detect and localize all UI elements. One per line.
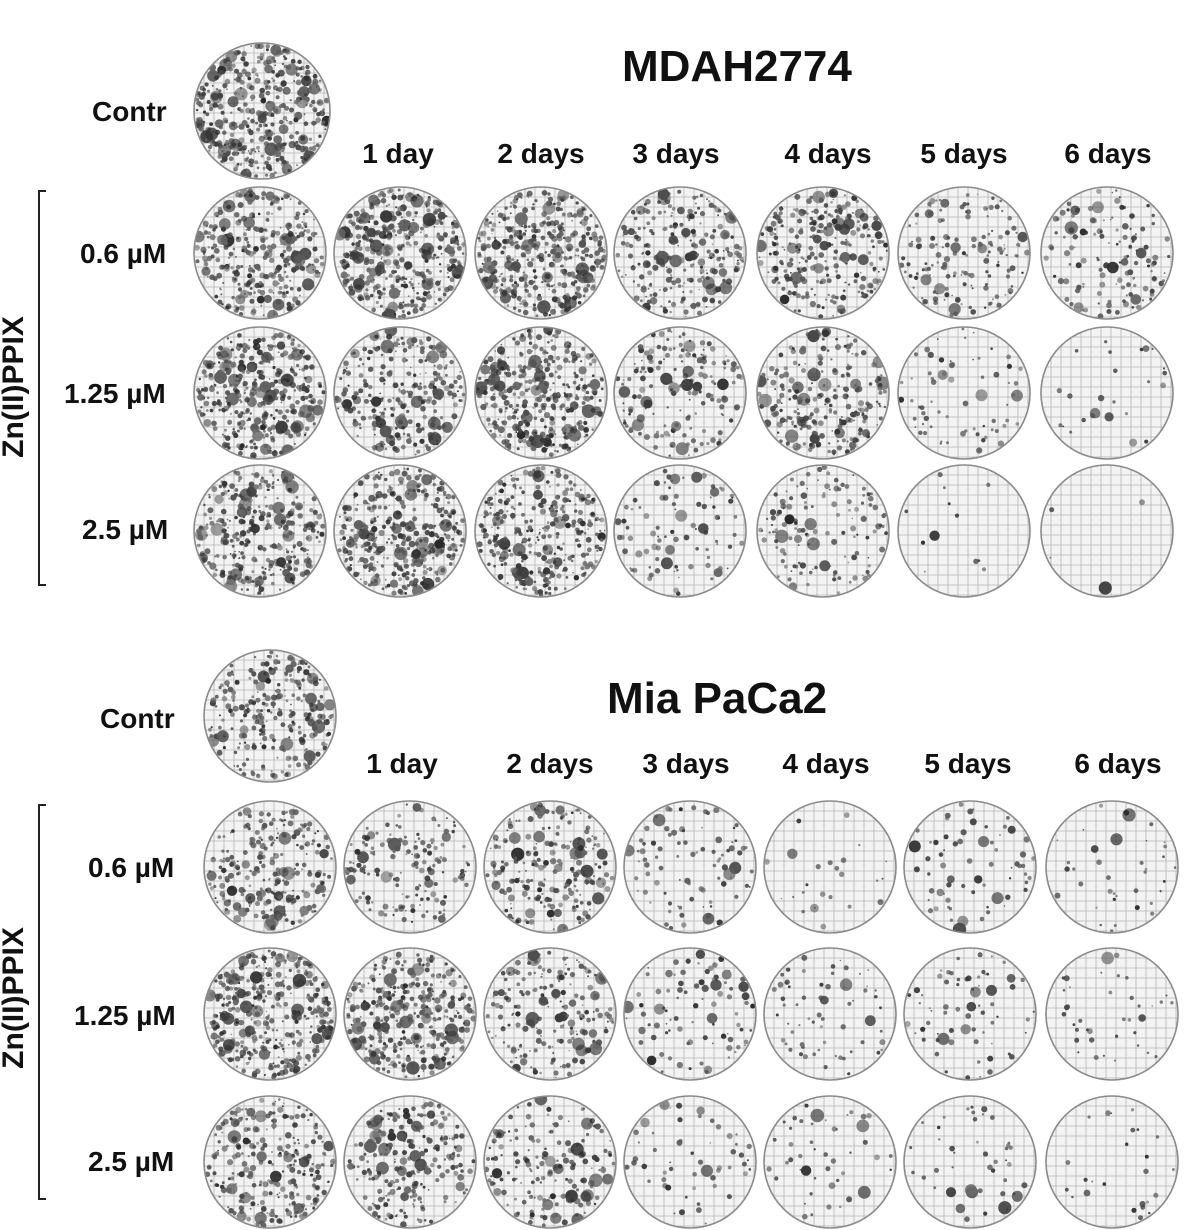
row-label-2: 1.25 µM xyxy=(64,378,166,410)
column-label-2: 2 days xyxy=(497,138,584,170)
culture-dish xyxy=(902,799,1038,935)
panel-title: Mia PaCa2 xyxy=(607,674,827,724)
culture-dish xyxy=(202,946,338,1082)
control-label: Contr xyxy=(92,96,167,128)
culture-dish xyxy=(762,946,898,1082)
culture-dish xyxy=(473,463,609,599)
culture-dish xyxy=(612,325,748,461)
culture-dish xyxy=(755,325,891,461)
concentration-axis-label: Zn(II)PPIX xyxy=(0,316,31,458)
row-label-1: 0.6 µM xyxy=(88,852,174,884)
culture-dish xyxy=(342,799,478,935)
culture-dish xyxy=(1044,799,1180,935)
culture-dish xyxy=(192,325,328,461)
concentration-bracket xyxy=(38,804,46,1200)
control-label: Contr xyxy=(100,703,175,735)
concentration-bracket xyxy=(38,190,46,586)
column-label-3: 3 days xyxy=(632,138,719,170)
culture-dish xyxy=(896,185,1032,321)
column-label-4: 4 days xyxy=(784,138,871,170)
culture-dish xyxy=(762,1094,898,1230)
culture-dish xyxy=(1039,463,1175,599)
culture-dish xyxy=(342,946,478,1082)
control-dish xyxy=(202,648,338,784)
culture-dish xyxy=(612,463,748,599)
culture-dish xyxy=(622,946,758,1082)
column-label-1: 1 day xyxy=(362,138,434,170)
culture-dish xyxy=(332,463,468,599)
culture-dish xyxy=(192,185,328,321)
culture-dish xyxy=(902,946,1038,1082)
culture-dish xyxy=(622,1094,758,1230)
control-dish xyxy=(192,41,332,181)
column-label-4: 4 days xyxy=(782,748,869,780)
culture-dish xyxy=(755,463,891,599)
culture-dish xyxy=(332,185,468,321)
culture-dish xyxy=(473,325,609,461)
culture-dish xyxy=(1044,946,1180,1082)
culture-dish xyxy=(1044,1094,1180,1230)
column-label-3: 3 days xyxy=(642,748,729,780)
column-label-6: 6 days xyxy=(1064,138,1151,170)
culture-dish xyxy=(192,463,328,599)
concentration-axis-label: Zn(II)PPIX xyxy=(0,927,31,1069)
culture-dish xyxy=(896,325,1032,461)
culture-dish xyxy=(342,1094,478,1230)
column-label-5: 5 days xyxy=(924,748,1011,780)
culture-dish xyxy=(1039,185,1175,321)
culture-dish xyxy=(202,799,338,935)
column-label-1: 1 day xyxy=(366,748,438,780)
culture-dish xyxy=(202,1094,338,1230)
culture-dish xyxy=(332,325,468,461)
column-label-6: 6 days xyxy=(1074,748,1161,780)
panel-mia-paca2: Mia PaCa2 Contr Zn(II)PPIX 1 day 2 days … xyxy=(0,610,1200,1210)
row-label-1: 0.6 µM xyxy=(80,238,166,270)
culture-dish xyxy=(755,185,891,321)
culture-dish xyxy=(622,799,758,935)
culture-dish xyxy=(762,799,898,935)
row-label-3: 2.5 µM xyxy=(88,1146,174,1178)
culture-dish xyxy=(612,185,748,321)
panel-title: MDAH2774 xyxy=(622,42,852,92)
column-label-2: 2 days xyxy=(506,748,593,780)
culture-dish xyxy=(1039,325,1175,461)
culture-dish xyxy=(482,946,618,1082)
culture-dish xyxy=(896,463,1032,599)
row-label-2: 1.25 µM xyxy=(74,1000,176,1032)
column-label-5: 5 days xyxy=(920,138,1007,170)
culture-dish xyxy=(482,1094,618,1230)
row-label-3: 2.5 µM xyxy=(82,514,168,546)
culture-dish xyxy=(902,1094,1038,1230)
culture-dish xyxy=(482,799,618,935)
panel-mdah2774: MDAH2774 Contr Zn(II)PPIX 1 day 2 days 3… xyxy=(0,0,1200,600)
culture-dish xyxy=(473,185,609,321)
